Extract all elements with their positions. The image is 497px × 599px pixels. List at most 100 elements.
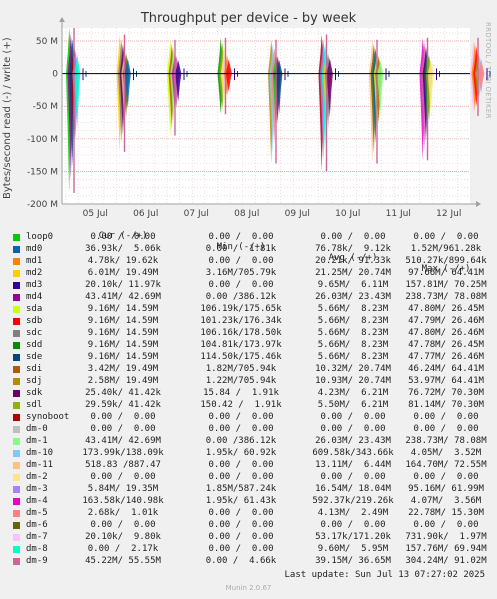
- legend-avg-value: 9.65M/ 6.11M: [317, 280, 389, 290]
- legend-min-value: 3.16M/705.79k: [205, 268, 277, 278]
- x-tick-label: 11 Jul: [386, 209, 411, 219]
- legend-cur-value: 9.16M/ 14.59M: [87, 316, 159, 326]
- legend-min-value: 0.00 / 0.00: [208, 460, 274, 470]
- legend-swatch: [13, 546, 20, 553]
- x-tick-label: 06 Jul: [133, 209, 158, 219]
- legend-swatch: [13, 522, 20, 529]
- legend-device-name: sdc: [26, 328, 43, 338]
- legend-min-value: 0.00 / 1.81k: [205, 244, 277, 254]
- legend-device-name: md2: [26, 268, 43, 278]
- legend-max-value: 304.24M/ 91.02M: [405, 556, 487, 566]
- burst-area: [175, 60, 182, 102]
- legend-swatch: [13, 258, 20, 265]
- legend-swatch: [13, 558, 20, 565]
- legend-cur-value: 45.22M/ 55.55M: [85, 556, 161, 566]
- legend-avg-value: 9.60M/ 5.95M: [317, 544, 389, 554]
- legend-row: sdc 9.16M/ 14.59M 106.16k/178.50k 5.66M/ 8.…: [0, 328, 497, 339]
- legend-swatch: [13, 234, 20, 241]
- legend-avg-value: 21.25M/ 20.74M: [315, 268, 391, 278]
- legend-cur-value: 9.16M/ 14.59M: [87, 340, 159, 350]
- x-tick-label: 10 Jul: [335, 209, 360, 219]
- legend-device-name: sdk: [26, 388, 43, 398]
- legend-avg-value: 0.00 / 0.00: [320, 424, 386, 434]
- legend-avg-value: 5.66M/ 8.23M: [317, 340, 389, 350]
- legend-max-value: 238.73M/ 78.08M: [405, 292, 487, 302]
- legend-min-value: 150.42 / 1.91k: [200, 400, 282, 410]
- legend-swatch: [13, 450, 20, 457]
- legend-device-name: md1: [26, 256, 43, 266]
- legend-min-value: 1.95k/ 60.92k: [205, 448, 277, 458]
- legend-avg-value: 26.03M/ 23.43M: [315, 292, 391, 302]
- legend-max-value: 95.16M/ 61.99M: [408, 484, 484, 494]
- legend-max-value: 0.00 / 0.00: [413, 472, 479, 482]
- legend-device-name: dm-5: [26, 508, 48, 518]
- legend-device-name: sdb: [26, 316, 43, 326]
- legend-swatch: [13, 306, 20, 313]
- legend-row: sdk 25.40k/ 41.42k 15.84 / 1.91k 4.23M/ 6.2…: [0, 388, 497, 399]
- legend-row: md4 43.41M/ 42.69M 0.00 /386.12k 26.03M/ 23…: [0, 292, 497, 303]
- legend-swatch: [13, 378, 20, 385]
- legend-avg-value: 16.54M/ 18.04M: [315, 484, 391, 494]
- legend-cur-value: 0.00 / 2.17k: [87, 544, 159, 554]
- legend-min-value: 1.82M/705.94k: [205, 364, 277, 374]
- legend-max-value: 0.00 / 0.00: [413, 520, 479, 530]
- legend-device-name: dm-10: [26, 448, 54, 458]
- legend-row: sdi 3.42M/ 19.49M 1.82M/705.94k 10.32M/ 20.…: [0, 364, 497, 375]
- legend-cur-value: 20.10k/ 9.80k: [85, 532, 161, 542]
- legend-min-value: 0.00 / 0.00: [208, 532, 274, 542]
- legend-max-value: 22.78M/ 15.30M: [408, 508, 484, 518]
- legend-max-value: 238.73M/ 78.08M: [405, 436, 487, 446]
- legend-swatch: [13, 366, 20, 373]
- legend-min-value: 106.19k/175.65k: [200, 304, 282, 314]
- legend-device-name: md3: [26, 280, 43, 290]
- legend-avg-value: 0.00 / 0.00: [320, 412, 386, 422]
- x-tick-label: 09 Jul: [285, 209, 310, 219]
- legend-min-value: 0.00 / 0.00: [208, 412, 274, 422]
- legend-device-name: dm-8: [26, 544, 48, 554]
- legend-cur-value: 173.99k/138.09k: [82, 448, 164, 458]
- legend-cur-value: 25.40k/ 41.42k: [85, 388, 161, 398]
- legend-avg-value: 5.66M/ 8.23M: [317, 328, 389, 338]
- legend-cur-value: 9.16M/ 14.59M: [87, 328, 159, 338]
- legend-row: dm-10 173.99k/138.09k 1.95k/ 60.92k 609.58k…: [0, 448, 497, 459]
- burst-area: [225, 59, 232, 92]
- legend-swatch: [13, 318, 20, 325]
- legend-header-min: Min (-/+): [216, 242, 266, 252]
- x-tick-label: 07 Jul: [184, 209, 209, 219]
- legend-min-value: 0.00 /386.12k: [205, 292, 277, 302]
- legend-swatch: [13, 282, 20, 289]
- legend-max-value: 76.72M/ 70.30M: [408, 388, 484, 398]
- legend-max-value: 47.80M/ 26.45M: [408, 304, 484, 314]
- legend-device-name: sdd: [26, 340, 43, 350]
- legend-row: dm-1 43.41M/ 42.69M 0.00 /386.12k 26.03M/ 2…: [0, 436, 497, 447]
- legend-row: md0 36.93k/ 5.06k 0.00 / 1.81k 76.78k/ 9.12…: [0, 244, 497, 255]
- legend-device-name: loop0: [26, 232, 54, 242]
- x-tick-label: 08 Jul: [234, 209, 259, 219]
- legend-row: sdb 9.16M/ 14.59M 101.23k/176.34k 5.66M/ 8.…: [0, 316, 497, 327]
- legend-min-value: 0.00 / 4.66k: [205, 556, 277, 566]
- burst-area: [478, 59, 485, 93]
- legend-max-value: 510.27k/899.64k: [405, 256, 487, 266]
- y-tick-label: -100 M: [27, 135, 58, 145]
- legend-max-value: 157.76M/ 69.94M: [405, 544, 487, 554]
- legend-cur-value: 4.78k/ 19.62k: [87, 256, 159, 266]
- legend-cur-value: 2.68k/ 1.01k: [87, 508, 159, 518]
- legend-device-name: synoboot: [26, 412, 70, 422]
- y-tick-label: -50 M: [33, 102, 58, 112]
- legend-avg-value: 39.15M/ 36.65M: [315, 556, 391, 566]
- legend-min-value: 0.00 / 0.00: [208, 508, 274, 518]
- legend-max-value: 4.05M/ 3.52M: [410, 448, 482, 458]
- legend-max-value: 157.81M/ 70.25M: [405, 280, 487, 290]
- legend-avg-value: 26.03M/ 23.43M: [315, 436, 391, 446]
- legend-cur-value: 29.59k/ 41.42k: [85, 400, 161, 410]
- legend-row: sda 9.16M/ 14.59M 106.19k/175.65k 5.66M/ 8.…: [0, 304, 497, 315]
- legend-swatch: [13, 342, 20, 349]
- legend-avg-value: 592.37k/219.26k: [312, 496, 394, 506]
- legend-min-value: 106.16k/178.50k: [200, 328, 282, 338]
- x-tick-label: 05 Jul: [83, 209, 108, 219]
- legend-header-row: Cur (-/+) Min (-/+) Avg (-/+) Max (-/+): [0, 220, 497, 274]
- legend-min-value: 0.00 /386.12k: [205, 436, 277, 446]
- legend-device-name: dm-4: [26, 496, 48, 506]
- legend-device-name: dm-9: [26, 556, 48, 566]
- legend-cur-value: 163.58k/140.98k: [82, 496, 164, 506]
